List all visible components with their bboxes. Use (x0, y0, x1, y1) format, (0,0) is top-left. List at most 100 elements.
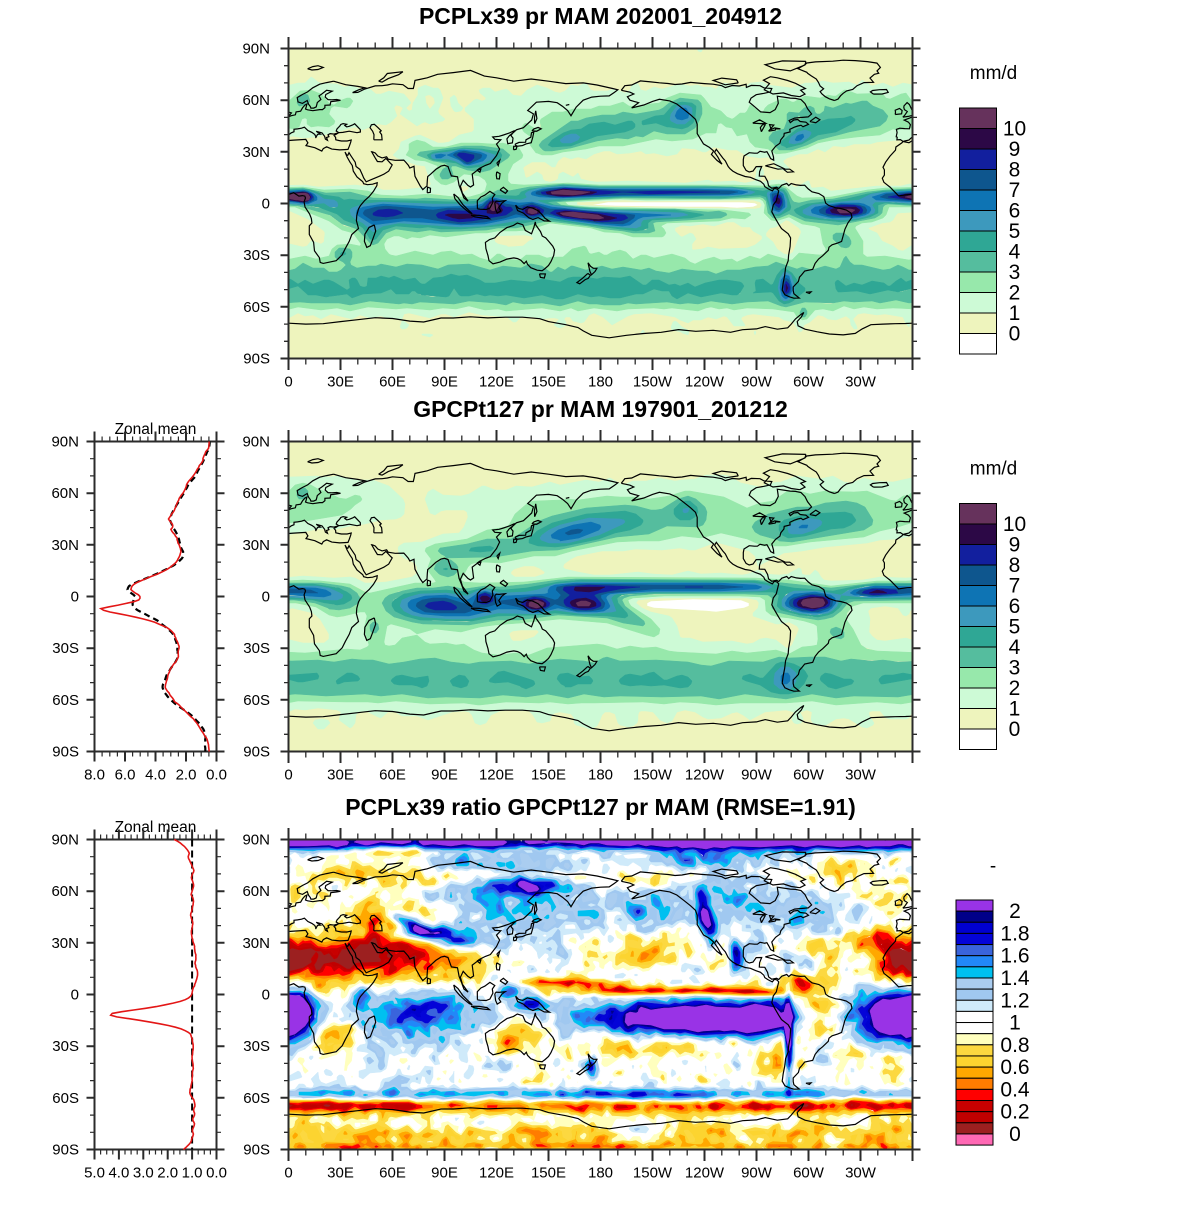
svg-text:1.6: 1.6 (1000, 945, 1029, 968)
svg-text:60S: 60S (243, 299, 270, 316)
svg-text:120E: 120E (479, 374, 514, 391)
svg-text:1.2: 1.2 (1000, 989, 1029, 1012)
svg-text:1.8: 1.8 (1000, 922, 1029, 945)
svg-text:6.0: 6.0 (115, 767, 136, 784)
svg-text:120W: 120W (685, 374, 725, 391)
svg-text:0: 0 (1009, 718, 1021, 741)
svg-text:PCPLx39 pr MAM 202001_204912: PCPLx39 pr MAM 202001_204912 (419, 3, 782, 29)
svg-text:60N: 60N (51, 485, 79, 502)
svg-text:mm/d: mm/d (970, 63, 1018, 84)
svg-text:9: 9 (1009, 534, 1021, 557)
svg-text:0.4: 0.4 (1000, 1078, 1030, 1101)
svg-text:3: 3 (1009, 657, 1021, 680)
svg-text:90N: 90N (51, 434, 79, 451)
svg-text:90S: 90S (52, 744, 79, 761)
svg-text:0: 0 (71, 987, 79, 1004)
svg-text:0.2: 0.2 (1000, 1101, 1029, 1124)
svg-text:1.0: 1.0 (182, 1165, 203, 1182)
svg-text:mm/d: mm/d (970, 459, 1018, 480)
svg-text:4.0: 4.0 (145, 767, 166, 784)
svg-text:60N: 60N (242, 485, 270, 502)
svg-text:60W: 60W (793, 374, 825, 391)
svg-text:8.0: 8.0 (84, 767, 105, 784)
svg-text:0: 0 (284, 1165, 292, 1182)
svg-text:60N: 60N (242, 883, 270, 900)
svg-text:120E: 120E (479, 767, 514, 784)
svg-text:60S: 60S (243, 1090, 270, 1107)
svg-text:60E: 60E (379, 1165, 406, 1182)
svg-text:90E: 90E (431, 374, 458, 391)
svg-text:30W: 30W (845, 374, 877, 391)
svg-text:30N: 30N (242, 935, 270, 952)
svg-text:30E: 30E (327, 767, 354, 784)
svg-text:0.6: 0.6 (1000, 1056, 1029, 1079)
svg-text:90W: 90W (741, 767, 773, 784)
svg-text:30E: 30E (327, 1165, 354, 1182)
svg-text:30S: 30S (243, 640, 270, 657)
svg-text:6: 6 (1009, 595, 1021, 618)
svg-text:5.0: 5.0 (84, 1165, 105, 1182)
svg-text:30E: 30E (327, 374, 354, 391)
svg-text:0: 0 (262, 589, 270, 606)
svg-text:1: 1 (1009, 698, 1021, 721)
svg-text:60S: 60S (243, 692, 270, 709)
svg-text:90N: 90N (51, 832, 79, 849)
svg-text:90N: 90N (242, 41, 270, 58)
svg-text:5: 5 (1009, 220, 1021, 243)
svg-text:30S: 30S (243, 247, 270, 264)
svg-text:90W: 90W (741, 374, 773, 391)
svg-text:60W: 60W (793, 767, 825, 784)
svg-text:90S: 90S (52, 1142, 79, 1159)
svg-text:PCPLx39 ratio GPCPt127 pr MAM: PCPLx39 ratio GPCPt127 pr MAM (RMSE=1.91… (345, 794, 856, 820)
svg-text:10: 10 (1003, 118, 1026, 141)
svg-text:0.0: 0.0 (206, 767, 227, 784)
svg-text:90S: 90S (243, 744, 270, 761)
svg-text:7: 7 (1009, 575, 1021, 598)
svg-text:120W: 120W (685, 1165, 725, 1182)
svg-text:1.4: 1.4 (1000, 967, 1030, 990)
svg-text:10: 10 (1003, 513, 1026, 536)
svg-text:180: 180 (588, 767, 613, 784)
svg-text:90N: 90N (242, 832, 270, 849)
svg-text:30W: 30W (845, 1165, 877, 1182)
svg-text:4: 4 (1009, 636, 1021, 659)
svg-text:60N: 60N (242, 92, 270, 109)
svg-text:9: 9 (1009, 138, 1021, 161)
svg-text:Zonal mean: Zonal mean (115, 421, 197, 438)
svg-text:150W: 150W (633, 374, 673, 391)
svg-text:4.0: 4.0 (108, 1165, 129, 1182)
svg-text:Zonal mean: Zonal mean (115, 819, 197, 836)
svg-text:0: 0 (1009, 1123, 1021, 1146)
svg-text:3.0: 3.0 (133, 1165, 154, 1182)
svg-text:0: 0 (71, 589, 79, 606)
svg-text:60S: 60S (52, 1090, 79, 1107)
svg-text:4: 4 (1009, 241, 1021, 264)
svg-text:8: 8 (1009, 159, 1021, 182)
svg-text:120W: 120W (685, 767, 725, 784)
svg-text:0: 0 (262, 196, 270, 213)
svg-text:5: 5 (1009, 616, 1021, 639)
svg-text:30N: 30N (242, 537, 270, 554)
svg-text:0.8: 0.8 (1000, 1034, 1029, 1057)
svg-text:90E: 90E (431, 1165, 458, 1182)
svg-text:150W: 150W (633, 1165, 673, 1182)
svg-text:0.0: 0.0 (206, 1165, 227, 1182)
svg-text:30W: 30W (845, 767, 877, 784)
svg-text:0: 0 (1009, 323, 1021, 346)
svg-text:1: 1 (1009, 302, 1021, 325)
svg-text:2.0: 2.0 (176, 767, 197, 784)
svg-text:150E: 150E (531, 767, 566, 784)
svg-text:150W: 150W (633, 767, 673, 784)
svg-text:60N: 60N (51, 883, 79, 900)
svg-text:180: 180 (588, 374, 613, 391)
svg-text:0: 0 (262, 987, 270, 1004)
svg-text:30N: 30N (242, 144, 270, 161)
svg-text:7: 7 (1009, 179, 1021, 202)
svg-text:90W: 90W (741, 1165, 773, 1182)
svg-text:150E: 150E (531, 1165, 566, 1182)
svg-text:GPCPt127 pr MAM 197901_201212: GPCPt127 pr MAM 197901_201212 (413, 396, 788, 422)
svg-text:8: 8 (1009, 554, 1021, 577)
svg-text:60S: 60S (52, 692, 79, 709)
svg-text:60E: 60E (379, 767, 406, 784)
svg-text:2.0: 2.0 (157, 1165, 178, 1182)
